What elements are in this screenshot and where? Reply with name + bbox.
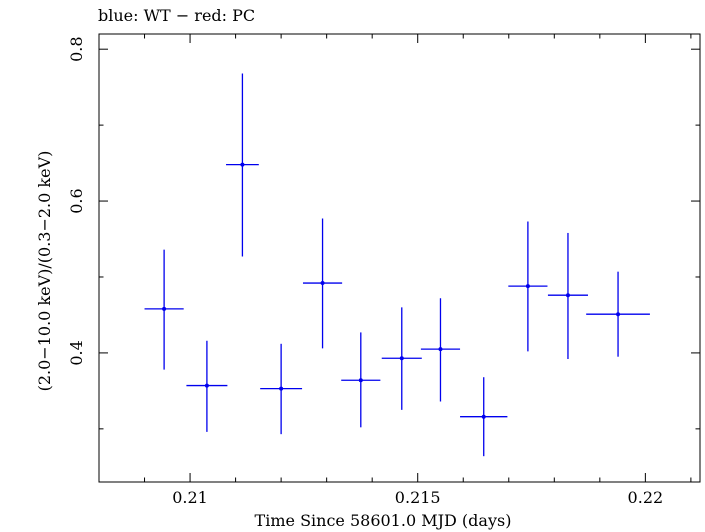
data-point — [260, 343, 303, 435]
point-marker — [320, 281, 325, 286]
axis-ticks: 0.21 0.215 0.22 0.4 0.6 0.8 — [67, 34, 700, 507]
x-tick-label: 0.21 — [172, 488, 208, 507]
x-tick-label: 0.215 — [395, 488, 441, 507]
data-point — [226, 73, 259, 257]
point-marker — [616, 312, 621, 317]
y-axis-label: (2.0−10.0 keV)/(0.3−2.0 keV) — [35, 151, 54, 392]
x-axis-label: Time Since 58601.0 MJD (days) — [255, 511, 512, 530]
point-marker — [481, 414, 486, 419]
data-point — [547, 232, 588, 359]
point-marker — [525, 284, 530, 289]
data-point — [420, 298, 461, 402]
x-tick-label: 0.22 — [628, 488, 664, 507]
point-marker — [279, 386, 284, 391]
data-point — [186, 340, 228, 432]
data-point — [508, 221, 548, 352]
point-marker — [162, 306, 167, 311]
point-marker — [240, 162, 245, 167]
point-marker — [399, 356, 404, 361]
y-tick-label: 0.6 — [67, 188, 86, 213]
y-tick-label: 0.4 — [67, 340, 86, 365]
chart-title: blue: WT − red: PC — [98, 6, 255, 25]
data-point — [341, 332, 381, 428]
data-points — [144, 73, 650, 457]
point-marker — [204, 383, 209, 388]
data-point — [381, 307, 422, 410]
data-point — [586, 271, 650, 357]
y-tick-label: 0.8 — [67, 36, 86, 61]
point-marker — [565, 293, 570, 298]
point-marker — [438, 347, 443, 352]
data-point — [302, 218, 343, 349]
plot-frame — [98, 33, 701, 483]
point-marker — [358, 378, 363, 383]
data-point — [144, 249, 184, 370]
data-point — [460, 377, 508, 457]
